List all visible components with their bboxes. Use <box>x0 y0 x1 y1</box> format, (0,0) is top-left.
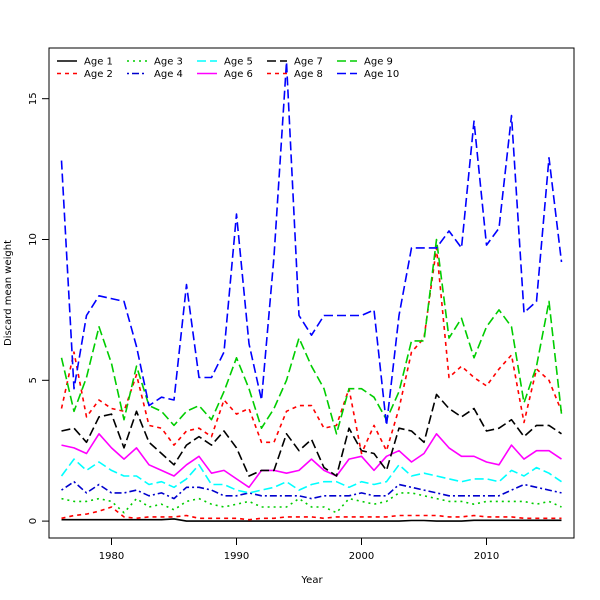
y-axis-title: Discard mean weight <box>3 240 14 346</box>
series-line-age-8 <box>60 247 563 455</box>
legend-label: Age 2 <box>84 69 113 80</box>
series-line-age-7 <box>61 393 562 477</box>
series-line-age-3 <box>61 492 562 514</box>
legend-label: Age 9 <box>364 57 393 68</box>
y-axis: 0 5 10 15 <box>28 92 50 524</box>
series-layer <box>60 61 563 522</box>
legend-label: Age 4 <box>154 69 183 80</box>
x-axis: 1980 1990 2000 2010 <box>99 537 499 562</box>
y-tick-label: 5 <box>28 377 39 383</box>
series-line-age-4 <box>61 480 562 500</box>
y-tick-label: 15 <box>28 92 39 105</box>
x-tick-label: 2010 <box>474 551 499 562</box>
series-line-age-2 <box>61 506 562 521</box>
series-line-age-6 <box>61 432 562 489</box>
x-tick-label: 1980 <box>99 551 124 562</box>
series-line-age-10 <box>60 61 563 427</box>
x-axis-title: Year <box>300 575 323 586</box>
y-tick-label: 0 <box>28 518 39 524</box>
legend-label: Age 3 <box>154 57 183 68</box>
series-line-age-1 <box>61 518 562 522</box>
legend-label: Age 10 <box>364 69 399 80</box>
legend-label: Age 5 <box>224 57 253 68</box>
legend-label: Age 6 <box>224 69 253 80</box>
legend-label: Age 1 <box>84 57 113 68</box>
x-tick-label: 1990 <box>224 551 249 562</box>
series-line-age-5 <box>60 458 562 494</box>
y-tick-label: 10 <box>28 233 39 246</box>
series-line-age-9 <box>60 238 563 435</box>
legend-label: Age 8 <box>294 69 323 80</box>
legend-label: Age 7 <box>294 57 323 68</box>
x-tick-label: 2000 <box>349 551 374 562</box>
